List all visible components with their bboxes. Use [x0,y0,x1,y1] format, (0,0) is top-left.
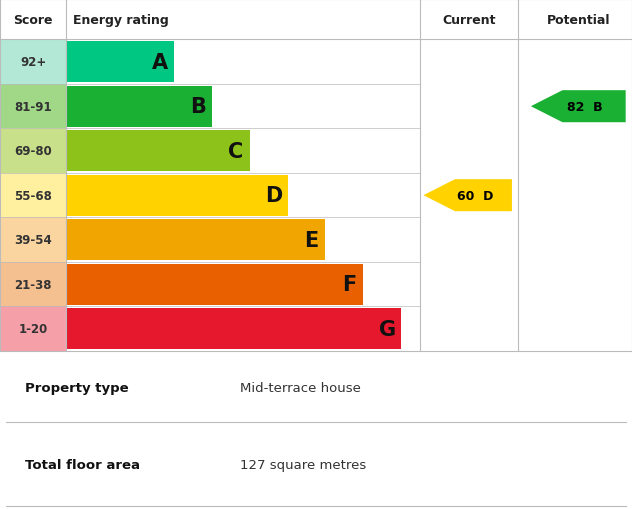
Text: A: A [152,52,168,73]
Text: 39-54: 39-54 [15,234,52,247]
Text: F: F [343,275,356,295]
Bar [0,218,66,263]
Bar [66,264,363,305]
Text: 127 square metres: 127 square metres [240,458,367,471]
Text: 55-68: 55-68 [15,189,52,202]
Text: 92+: 92+ [20,56,46,69]
Text: Score: Score [13,14,53,26]
Text: Property type: Property type [25,381,129,394]
Bar [0,40,66,85]
Text: 1-20: 1-20 [18,323,48,335]
Bar [0,263,66,307]
Text: E: E [305,230,319,250]
Bar [66,308,401,350]
Text: 69-80: 69-80 [15,145,52,158]
Bar [0,85,66,129]
Bar [0,174,66,218]
Bar [0,129,66,174]
Text: 21-38: 21-38 [15,278,52,291]
Bar [66,131,250,172]
Text: Mid-terrace house: Mid-terrace house [240,381,361,394]
Polygon shape [531,91,626,123]
Text: Total floor area: Total floor area [25,458,140,471]
Bar [66,42,174,83]
Polygon shape [423,180,512,212]
Text: 82  B: 82 B [567,100,602,114]
Text: 81-91: 81-91 [15,100,52,114]
Bar [66,220,325,261]
Text: G: G [379,319,396,339]
Text: B: B [190,97,206,117]
Text: Current: Current [442,14,496,26]
Text: C: C [228,142,243,161]
Text: Potential: Potential [547,14,610,26]
Bar [0,307,66,351]
Bar [66,176,288,216]
Bar [66,87,212,127]
Text: D: D [265,186,283,206]
Text: Energy rating: Energy rating [73,14,169,26]
Text: 60  D: 60 D [458,189,494,202]
